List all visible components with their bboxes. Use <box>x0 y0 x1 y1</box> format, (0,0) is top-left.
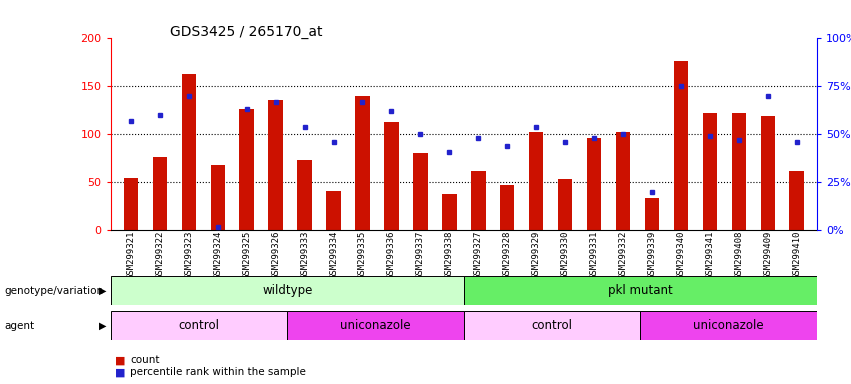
Bar <box>558 179 573 230</box>
Text: GSM299325: GSM299325 <box>243 230 251 279</box>
Text: GSM299408: GSM299408 <box>734 230 743 279</box>
Text: GSM299337: GSM299337 <box>416 230 425 279</box>
Text: GSM299322: GSM299322 <box>156 230 164 279</box>
Bar <box>239 109 254 230</box>
Bar <box>413 152 427 230</box>
Bar <box>111 276 464 305</box>
Text: pkl mutant: pkl mutant <box>608 285 673 297</box>
Text: GSM299331: GSM299331 <box>590 230 598 279</box>
Text: GSM299327: GSM299327 <box>474 230 483 279</box>
Bar <box>616 131 631 230</box>
Text: GSM299335: GSM299335 <box>358 230 367 279</box>
Bar <box>326 191 340 230</box>
Bar <box>500 185 515 230</box>
Text: GSM299332: GSM299332 <box>619 230 627 279</box>
Bar <box>152 157 167 230</box>
Text: GSM299328: GSM299328 <box>503 230 511 279</box>
Bar <box>464 276 817 305</box>
Bar <box>297 161 311 230</box>
Text: GSM299338: GSM299338 <box>445 230 454 279</box>
Text: control: control <box>179 319 220 332</box>
Bar <box>111 311 287 340</box>
Bar <box>640 311 817 340</box>
Text: GSM299333: GSM299333 <box>300 230 309 279</box>
Text: ■: ■ <box>115 367 125 377</box>
Text: GSM299334: GSM299334 <box>329 230 338 279</box>
Bar <box>210 165 225 230</box>
Bar <box>181 74 196 230</box>
Bar <box>703 113 717 230</box>
Text: GSM299410: GSM299410 <box>792 230 801 279</box>
Text: count: count <box>130 355 160 365</box>
Text: uniconazole: uniconazole <box>694 319 764 332</box>
Text: GSM299409: GSM299409 <box>763 230 772 279</box>
Text: genotype/variation: genotype/variation <box>4 286 103 296</box>
Bar <box>287 311 464 340</box>
Bar <box>761 116 775 230</box>
Text: GDS3425 / 265170_at: GDS3425 / 265170_at <box>170 25 323 39</box>
Text: GSM299336: GSM299336 <box>387 230 396 279</box>
Text: ■: ■ <box>115 355 125 365</box>
Text: GSM299329: GSM299329 <box>532 230 540 279</box>
Bar <box>790 171 804 230</box>
Text: GSM299324: GSM299324 <box>214 230 222 279</box>
Text: GSM299323: GSM299323 <box>185 230 193 279</box>
Text: GSM299326: GSM299326 <box>271 230 280 279</box>
Bar <box>123 177 138 230</box>
Bar <box>471 171 486 230</box>
Text: percentile rank within the sample: percentile rank within the sample <box>130 367 306 377</box>
Bar <box>529 131 544 230</box>
Text: agent: agent <box>4 321 34 331</box>
Text: GSM299330: GSM299330 <box>561 230 569 279</box>
Bar <box>645 198 660 230</box>
Bar <box>464 311 640 340</box>
Text: GSM299339: GSM299339 <box>648 230 656 279</box>
Bar <box>355 96 369 230</box>
Bar <box>732 113 746 230</box>
Bar <box>587 138 602 230</box>
Text: GSM299340: GSM299340 <box>677 230 685 279</box>
Text: uniconazole: uniconazole <box>340 319 411 332</box>
Bar <box>268 100 283 230</box>
Bar <box>384 122 398 230</box>
Bar <box>674 61 688 230</box>
Text: control: control <box>532 319 573 332</box>
Text: ▶: ▶ <box>99 321 106 331</box>
Text: ▶: ▶ <box>99 286 106 296</box>
Text: GSM299341: GSM299341 <box>705 230 714 279</box>
Bar <box>442 194 456 230</box>
Text: GSM299321: GSM299321 <box>127 230 135 279</box>
Text: wildtype: wildtype <box>262 285 312 297</box>
